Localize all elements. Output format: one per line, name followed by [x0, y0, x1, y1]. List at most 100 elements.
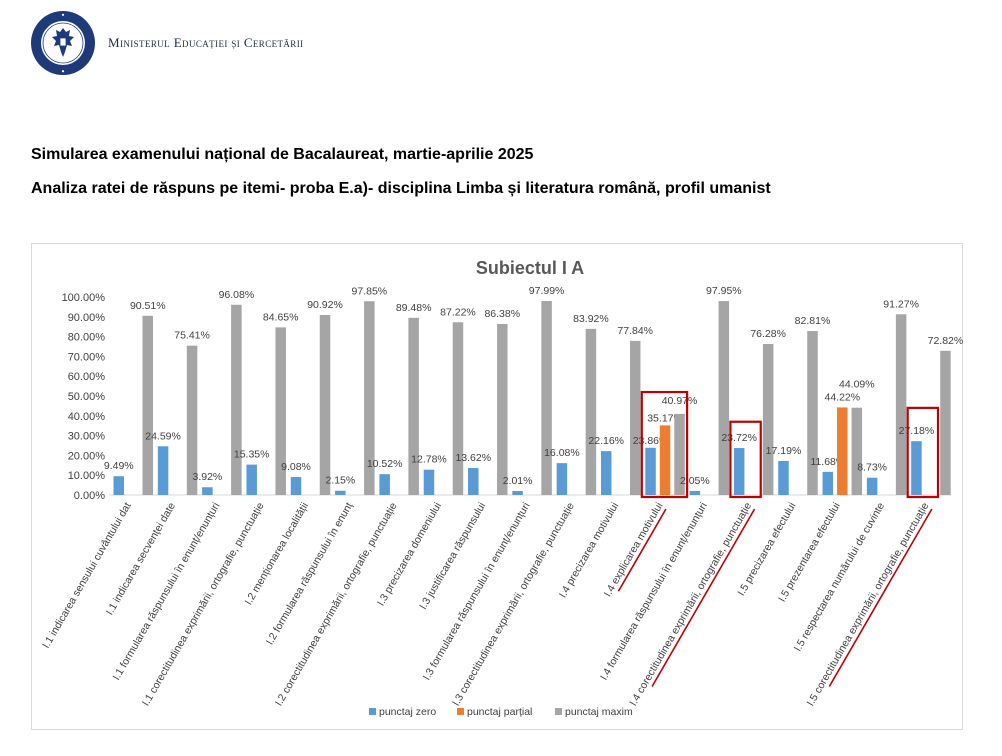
bar-0-3 — [246, 464, 257, 495]
bar-0-4 — [290, 477, 302, 495]
bar-2-17 — [895, 314, 907, 495]
bar-0-13 — [689, 490, 701, 495]
highlight-underline — [617, 508, 667, 592]
bar-0-17 — [866, 477, 878, 495]
data-label: 82.81% — [795, 315, 831, 327]
y-tick-label: 50.00% — [68, 391, 106, 403]
y-tick-label: 30.00% — [68, 431, 106, 443]
bar-2-5 — [364, 301, 375, 495]
data-label: 8.73% — [857, 462, 887, 474]
y-tick-label: 80.00% — [68, 332, 106, 344]
bar-2-11 — [629, 340, 641, 495]
bar-2-6 — [408, 317, 419, 495]
highlight-underline — [828, 508, 933, 687]
bar-2-13 — [718, 301, 730, 495]
bar-1-16 — [837, 407, 848, 495]
y-tick-label: 20.00% — [68, 450, 106, 462]
data-label: 89.48% — [396, 302, 432, 314]
document-title: Simularea examenului național de Bacalau… — [31, 146, 534, 163]
y-tick-label: 10.00% — [68, 470, 106, 482]
bar-2-9 — [541, 300, 552, 495]
y-tick-label: 70.00% — [68, 351, 106, 363]
highlight-box — [729, 420, 762, 499]
legend-swatch-1 — [457, 708, 464, 715]
bar-0-0 — [113, 476, 124, 495]
bar-0-12 — [645, 447, 656, 495]
y-tick-label: 0.00% — [74, 490, 105, 502]
data-label: 96.08% — [219, 289, 255, 301]
data-label: 44.09% — [839, 379, 875, 391]
bar-2-15 — [807, 331, 818, 495]
data-label: 97.85% — [352, 285, 388, 297]
data-label: 17.19% — [766, 445, 802, 457]
data-label: 44.22% — [824, 391, 860, 403]
bar-2-8 — [497, 323, 508, 495]
bar-2-3 — [275, 327, 286, 495]
bar-2-10 — [585, 328, 597, 495]
data-label: 3.92% — [192, 471, 222, 483]
bar-0-18 — [911, 441, 922, 495]
y-tick-label: 40.00% — [68, 411, 106, 423]
data-label: 35.17% — [647, 412, 683, 424]
bar-2-18 — [940, 350, 951, 495]
bar-0-7 — [423, 469, 435, 495]
bar-0-1 — [157, 446, 169, 495]
data-label: 27.18% — [899, 425, 935, 437]
bar-0-11 — [600, 451, 612, 495]
bar-0-2 — [202, 487, 213, 495]
data-label: 12.78% — [411, 454, 447, 466]
bar-2-1 — [186, 345, 198, 495]
data-label: 40.97% — [662, 395, 698, 407]
legend-label-0: punctaj zero — [379, 706, 436, 718]
bar-0-14 — [733, 448, 745, 495]
data-label: 2.05% — [680, 475, 710, 487]
legend-label-2: punctaj maxim — [565, 706, 633, 718]
bar-0-6 — [379, 474, 390, 495]
bar-chart: Subiectul I A 0.00% 10.00% 20.00% 30.00% 40.0… — [40, 258, 964, 718]
data-label: 9.49% — [104, 460, 134, 472]
data-label: 75.41% — [174, 330, 210, 342]
data-label: 72.82% — [928, 335, 964, 347]
data-label: 9.08% — [281, 461, 311, 473]
highlight-box — [640, 390, 689, 499]
bar-1-12 — [659, 425, 671, 495]
x-tick-label: I.5 respectarea numărului de cuvinte — [792, 500, 887, 653]
data-label: 2.01% — [503, 475, 533, 487]
bar-2-2 — [231, 304, 242, 495]
data-label: 76.28% — [750, 328, 786, 340]
bar-0-9 — [512, 491, 523, 495]
data-label: 16.08% — [544, 447, 580, 459]
chart-container: Subiectul I A 0.00% 10.00% 20.00% 30.00% 40.0… — [31, 243, 963, 730]
bar-2-16 — [851, 407, 863, 495]
legend-label-1: punctaj parțial — [467, 706, 532, 718]
data-label: 91.27% — [883, 298, 919, 310]
highlight-underline — [651, 508, 756, 687]
data-label: 24.59% — [145, 430, 181, 442]
bar-2-12 — [674, 413, 685, 495]
bar-0-16 — [822, 471, 834, 495]
data-label: 2.15% — [325, 475, 355, 487]
data-label: 77.84% — [617, 325, 653, 337]
government-seal-icon — [31, 11, 95, 75]
document-subtitle: Analiza ratei de răspuns pe itemi- proba… — [31, 180, 771, 197]
data-label: 90.51% — [130, 300, 166, 312]
bar-2-0 — [142, 315, 153, 495]
bar-2-4 — [319, 314, 331, 495]
data-label: 22.16% — [588, 435, 624, 447]
data-label: 23.72% — [721, 432, 757, 444]
x-tick-label: I.1 indicarea sensului cuvântului dat — [40, 500, 134, 650]
chart-title: Subiectul I A — [476, 258, 584, 278]
page-header: Ministerul Educației și Cercetării — [30, 10, 304, 76]
x-tick-label: I.2 formularea răspunsului în enunț — [264, 500, 356, 647]
data-label: 86.38% — [484, 308, 520, 320]
legend-swatch-0 — [369, 708, 376, 715]
y-tick-label: 100.00% — [62, 292, 106, 304]
data-label: 11.68% — [810, 456, 845, 468]
data-label: 84.65% — [263, 311, 299, 323]
data-label: 97.95% — [706, 285, 742, 297]
data-label: 13.62% — [455, 452, 491, 464]
legend-swatch-2 — [555, 708, 562, 715]
data-label: 97.99% — [529, 285, 565, 297]
ministry-name: Ministerul Educației și Cercetării — [108, 35, 304, 50]
bar-0-5 — [335, 490, 346, 495]
